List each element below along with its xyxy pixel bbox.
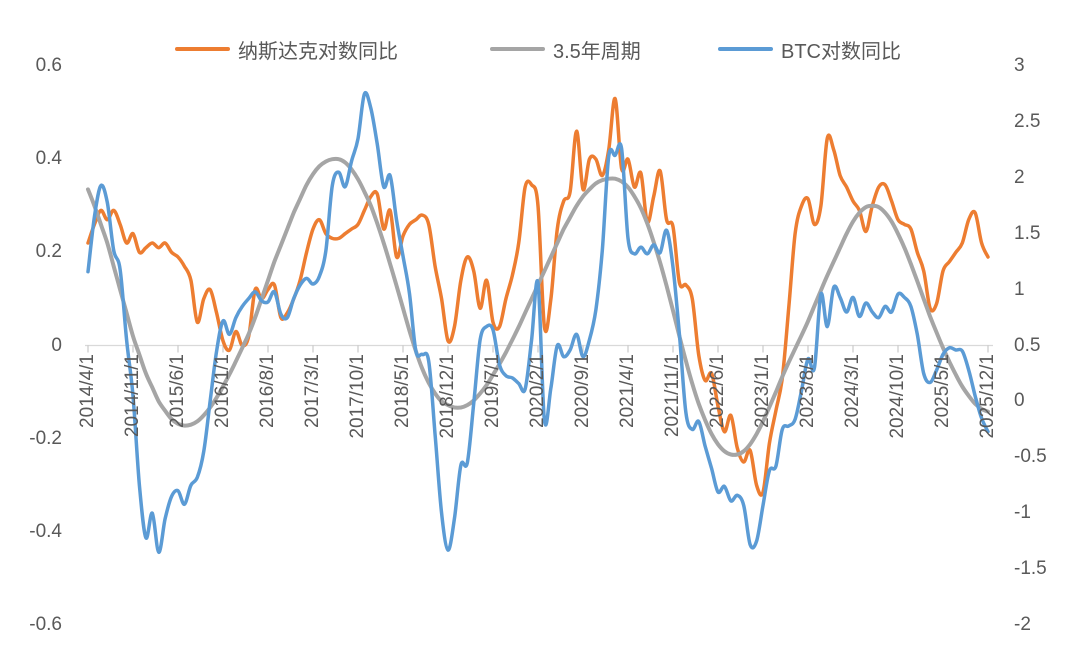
- chart-legend: 纳斯达克对数同比 3.5年周期 BTC对数同比: [0, 36, 1080, 63]
- x-axis-label: 2017/10/1: [347, 353, 368, 439]
- left-axis-label: 0: [51, 334, 62, 356]
- x-axis-label: 2021/11/1: [662, 353, 683, 437]
- right-axis-label: -0.5: [1014, 446, 1047, 468]
- x-axis-label: 2022/6/1: [707, 353, 728, 428]
- x-axis-label: 2020/2/1: [527, 353, 548, 428]
- legend-item-nasdaq: 纳斯达克对数同比: [175, 36, 398, 63]
- left-axis-label: -0.2: [29, 427, 62, 449]
- x-axis-label: 2014/11/1: [122, 353, 143, 437]
- nasdaq-yoy-line: [86, 96, 990, 497]
- left-axis-label: 0.4: [35, 148, 62, 170]
- right-axis-label: -2: [1014, 614, 1031, 635]
- right-axis-label: 3: [1014, 55, 1025, 76]
- right-axis-label: 0: [1014, 390, 1025, 412]
- x-axis-label: 2024/3/1: [842, 353, 863, 428]
- right-axis-label: -1.5: [1014, 558, 1047, 580]
- x-axis-label: 2020/9/1: [572, 353, 593, 428]
- x-axis-label: 2025/5/1: [932, 353, 953, 428]
- right-axis-label: -1: [1014, 502, 1031, 524]
- legend-label-cycle: 3.5年周期: [553, 40, 641, 63]
- x-axis-label: 2021/4/1: [617, 353, 638, 428]
- x-axis-label: 2017/3/1: [302, 353, 323, 428]
- left-axis-label: 0.6: [35, 55, 62, 76]
- left-axis-label: 0.2: [35, 241, 62, 263]
- right-axis-label: 1.5: [1014, 222, 1041, 244]
- legend-label-btc: BTC对数同比: [781, 40, 901, 63]
- btc-line-swatch-icon: [718, 47, 773, 51]
- x-axis-label: 2024/10/1: [887, 353, 908, 439]
- nasdaq-line-swatch-icon: [175, 47, 230, 51]
- x-axis-label: 2019/7/1: [482, 353, 503, 428]
- left-axis-label: -0.4: [29, 520, 62, 542]
- right-axis-label: 1: [1014, 278, 1025, 300]
- right-axis-label: 2.5: [1014, 110, 1041, 132]
- legend-item-cycle: 3.5年周期: [490, 36, 641, 63]
- x-axis-label: 2018/12/1: [437, 353, 458, 439]
- cycle-line-swatch-icon: [490, 47, 545, 51]
- x-axis-label: 2014/4/1: [77, 353, 98, 428]
- x-axis-label: 2016/8/1: [257, 353, 278, 428]
- x-axis-label: 2015/6/1: [167, 353, 188, 428]
- x-axis-label: 2023/8/1: [797, 353, 818, 428]
- right-axis-label: 2: [1014, 166, 1025, 188]
- btc-yoy-line: [86, 91, 990, 555]
- legend-item-btc: BTC对数同比: [718, 36, 901, 63]
- legend-label-nasdaq: 纳斯达克对数同比: [238, 40, 398, 63]
- x-axis-label: 2025/12/1: [977, 353, 998, 439]
- x-axis-label: 2018/5/1: [392, 353, 413, 428]
- right-axis-label: 0.5: [1014, 334, 1041, 356]
- x-axis-label: 2023/1/1: [752, 353, 773, 428]
- left-axis-label: -0.6: [29, 614, 62, 635]
- x-axis-label: 2016/1/1: [212, 353, 233, 428]
